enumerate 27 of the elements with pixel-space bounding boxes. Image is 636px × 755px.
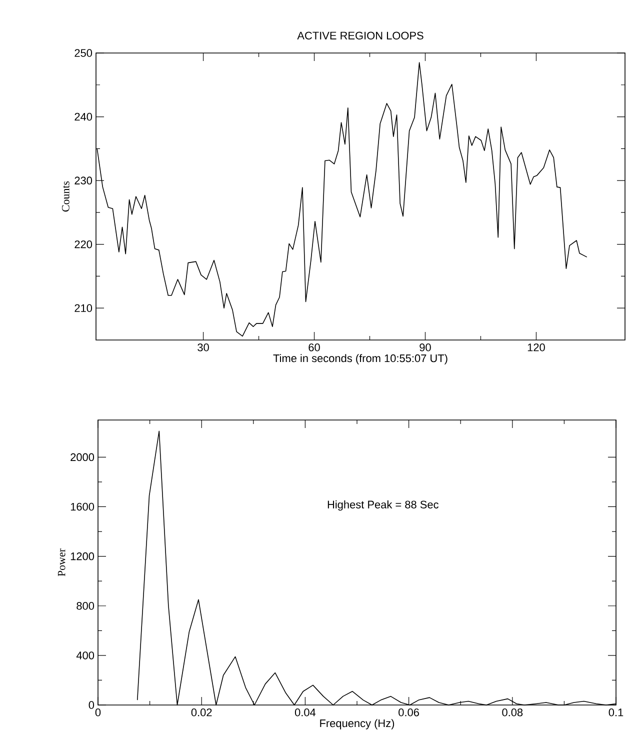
x-tick-label: 0.06	[398, 708, 419, 716]
chart-title: ACTIVE REGION LOOPS	[297, 32, 424, 40]
y-tick-label: 800	[76, 602, 94, 610]
x-tick-label: 0.1	[608, 708, 624, 716]
x-axis-title: Time in seconds (from 10:55:07 UT)	[273, 354, 448, 364]
x-tick-label: 90	[420, 344, 431, 352]
y-tick-label: 2000	[70, 453, 94, 462]
x-axis-title: Frequency (Hz)	[320, 719, 394, 730]
y-tick-label: 240	[74, 112, 92, 121]
y-tick-label: 220	[74, 240, 92, 248]
y-tick-label: 1600	[70, 502, 94, 511]
y-tick-label: 250	[74, 49, 92, 57]
x-tick-label: 0.02	[191, 708, 212, 716]
x-tick-label: 0.04	[294, 708, 316, 716]
y-axis-title: Counts	[62, 181, 70, 212]
y-tick-label: 210	[74, 304, 92, 312]
x-tick-label: 0.08	[502, 708, 523, 716]
y-tick-label: 0	[88, 701, 94, 709]
y-axis-title: Power	[58, 548, 66, 576]
y-tick-label: 400	[76, 652, 94, 660]
y-tick-label: 1200	[70, 552, 94, 560]
x-tick-label: 60	[308, 344, 320, 352]
x-tick-label: 120	[528, 344, 545, 352]
x-tick-label: 0	[95, 708, 101, 716]
y-tick-label: 230	[74, 176, 92, 184]
x-tick-label: 30	[198, 344, 209, 352]
annotation: Highest Peak = 88 Sec	[328, 500, 438, 511]
